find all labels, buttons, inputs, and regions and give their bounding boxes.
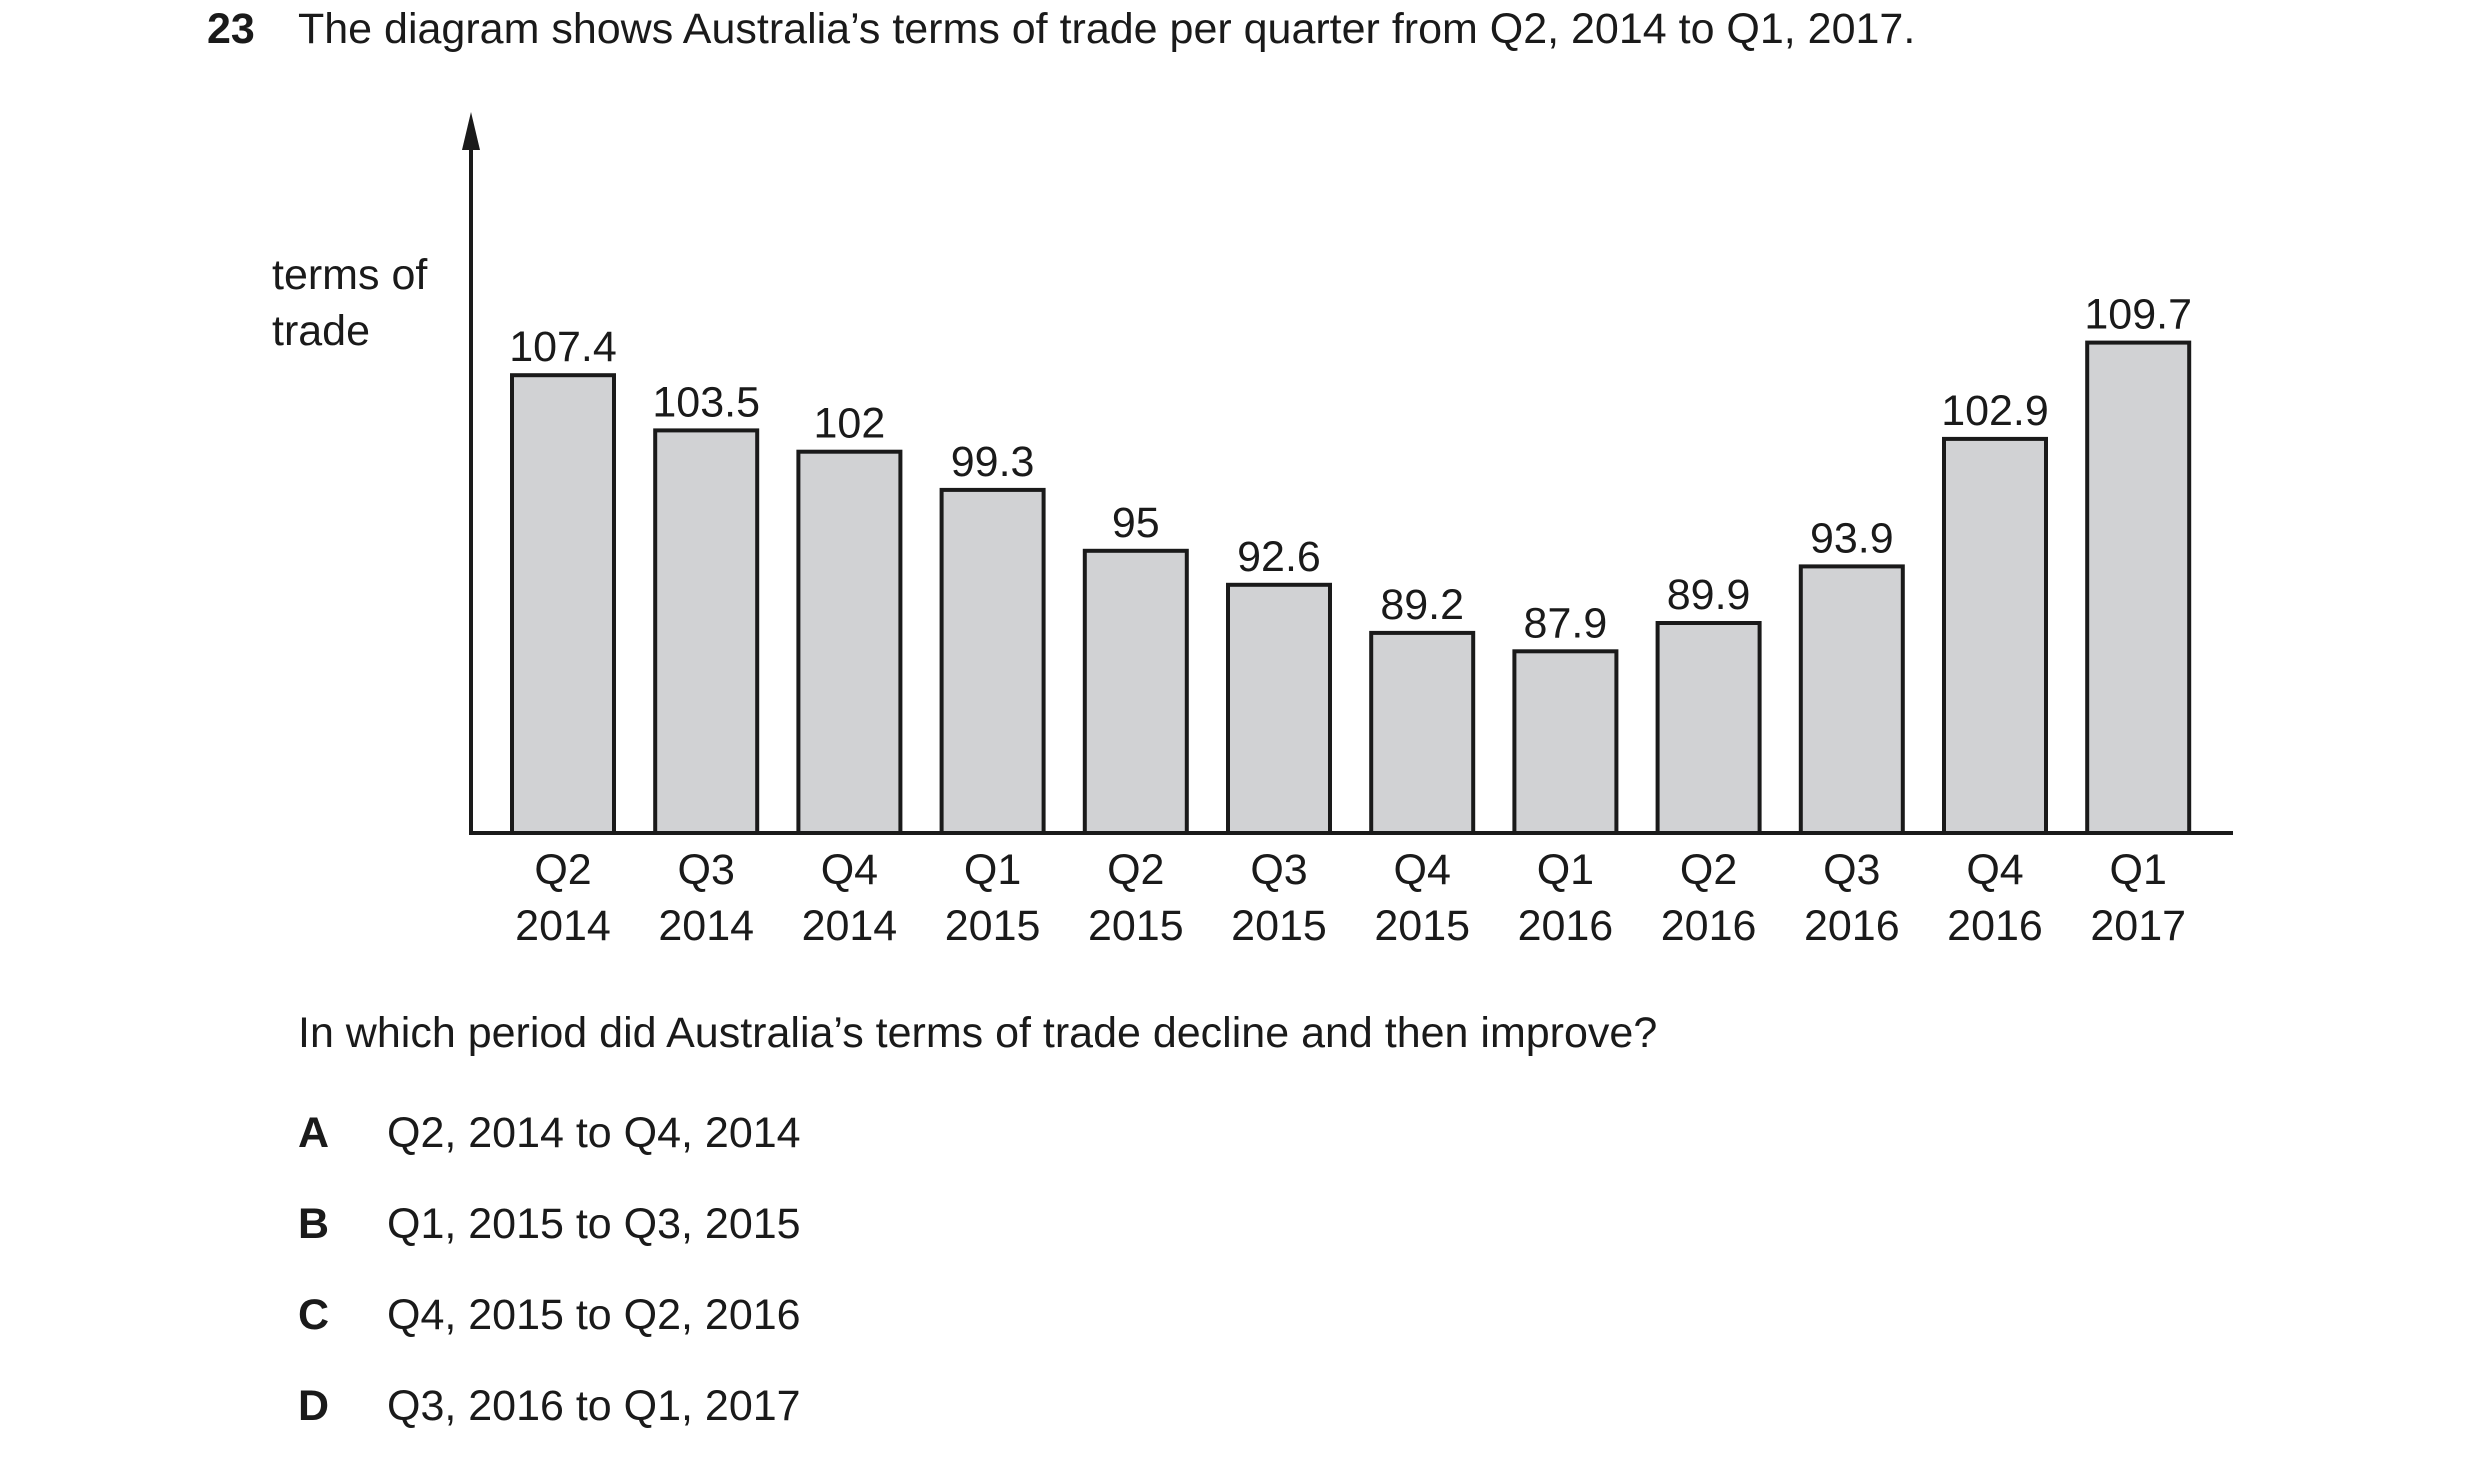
x-tick-label-year: 2015 [1088, 902, 1184, 950]
question-stem: The diagram shows Australia’s terms of t… [298, 5, 1916, 53]
x-tick-label-quarter: Q3 [678, 846, 735, 894]
bar-value-label: 89.2 [1380, 581, 1464, 629]
x-tick-label-year: 2014 [515, 902, 611, 950]
x-tick-label-quarter: Q3 [1823, 846, 1880, 894]
bar [939, 487, 1046, 835]
x-tick-label-year: 2016 [1947, 902, 2043, 950]
bar-value-label: 95 [1112, 499, 1160, 547]
y-axis-label-line-1: terms of [272, 251, 428, 299]
x-tick-label-quarter: Q4 [821, 846, 878, 894]
x-tick-label-quarter: Q4 [1966, 846, 2023, 894]
bar-value-label: 93.9 [1810, 514, 1894, 562]
option-text: Q3, 2016 to Q1, 2017 [387, 1382, 801, 1430]
option-text: Q4, 2015 to Q2, 2016 [387, 1291, 801, 1339]
bar [1226, 582, 1332, 835]
bar [1369, 630, 1476, 836]
x-tick-label-quarter: Q2 [1680, 846, 1737, 894]
bar-value-label: 102 [814, 400, 886, 448]
bar [1942, 436, 2048, 835]
bar [510, 373, 616, 835]
bar [1082, 548, 1189, 835]
bar-value-label: 99.3 [951, 438, 1035, 486]
question-number: 23 [207, 5, 255, 53]
x-tick-label-quarter: Q1 [964, 846, 1021, 894]
x-tick-label-quarter: Q1 [2110, 846, 2167, 894]
question-prompt: In which period did Australia’s terms of… [298, 1009, 1658, 1057]
terms-of-trade-bar-chart: 107.4 103.5 102 99.3 95 92.6 89.2 87.9 89.9 93.9 1… [462, 112, 2233, 950]
y-axis-label-line-2: trade [272, 307, 371, 355]
option-letter: B [298, 1200, 330, 1248]
x-tick-label-quarter: Q2 [1107, 846, 1164, 894]
x-tick-label-year: 2015 [945, 902, 1041, 950]
bar [1512, 649, 1619, 835]
bar-value-label: 89.9 [1667, 571, 1751, 619]
x-tick-label-year: 2016 [1661, 902, 1757, 950]
bar [1798, 564, 1905, 836]
bar [1655, 621, 1762, 835]
bars-group [510, 340, 2192, 836]
bar-value-label: 87.9 [1524, 599, 1608, 647]
option-text: Q2, 2014 to Q4, 2014 [387, 1109, 801, 1157]
option-text: Q1, 2015 to Q3, 2015 [387, 1200, 801, 1248]
bar [796, 449, 903, 835]
x-tick-label-quarter: Q4 [1394, 846, 1451, 894]
bar-value-label: 107.4 [509, 323, 617, 371]
x-tick-label-year: 2015 [1231, 902, 1327, 950]
x-tick-label-year: 2017 [2090, 902, 2186, 950]
bar-value-label: 102.9 [1941, 387, 2049, 435]
x-tick-label-quarter: Q2 [534, 846, 591, 894]
x-tick-label-year: 2016 [1804, 902, 1900, 950]
bar [2085, 340, 2192, 835]
x-tick-label-year: 2014 [802, 902, 898, 950]
bar [653, 428, 760, 835]
option-letter: A [298, 1109, 330, 1157]
x-tick-label-quarter: Q3 [1250, 846, 1307, 894]
bar-value-label: 109.7 [2084, 291, 2192, 339]
x-tick-label-quarter: Q1 [1537, 846, 1594, 894]
bar-value-label: 103.5 [652, 378, 760, 426]
y-axis-arrowhead [462, 112, 480, 150]
x-tick-label-year: 2016 [1518, 902, 1614, 950]
x-tick-label-year: 2014 [658, 902, 754, 950]
x-tick-label-year: 2015 [1374, 902, 1470, 950]
option-letter: D [298, 1382, 330, 1430]
bar-value-label: 92.6 [1237, 533, 1321, 581]
bar-value-labels-group: 107.4 103.5 102 99.3 95 92.6 89.2 87.9 89.9 93.9 1… [509, 291, 2192, 648]
option-letter: C [298, 1291, 330, 1339]
x-tick-labels-group: Q2 2014 Q3 2014 Q4 2014 Q1 2015 Q2 2015 Q3 2015 Q4 20… [515, 846, 2186, 950]
